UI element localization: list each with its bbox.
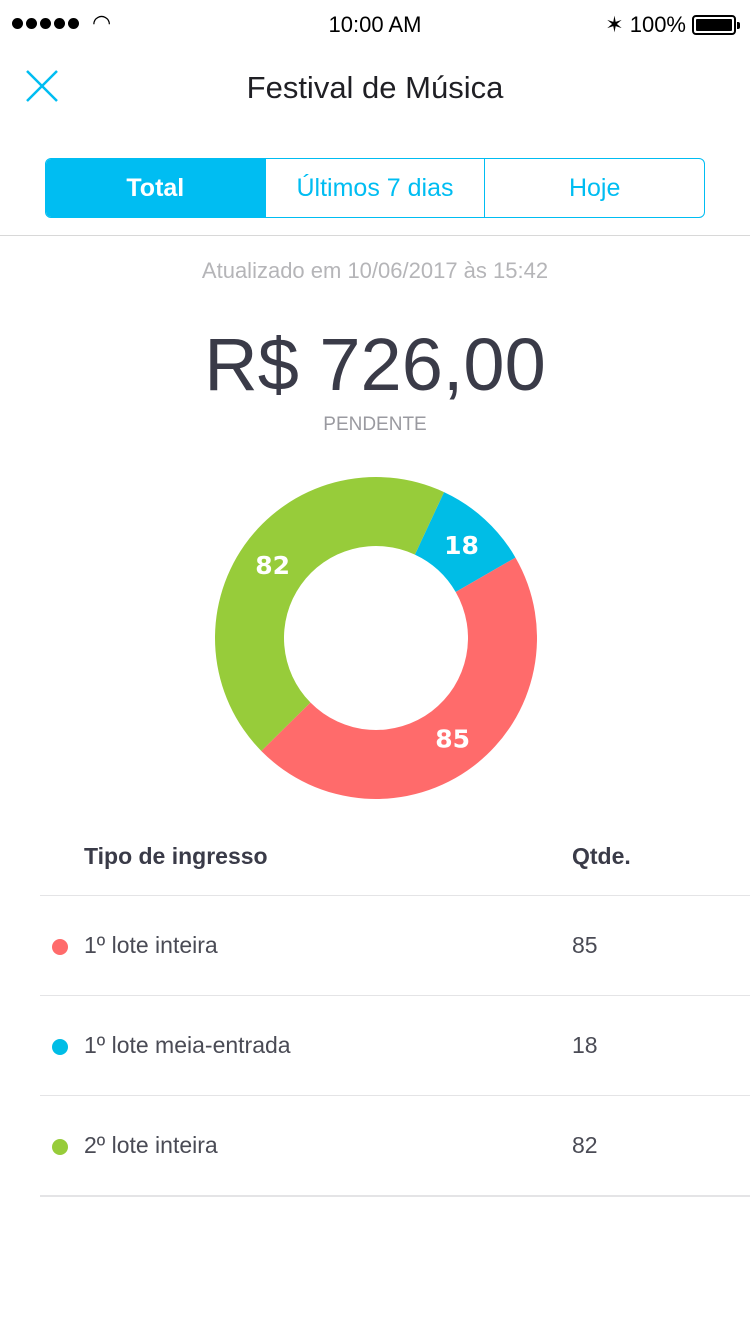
bluetooth-icon: ✶ <box>605 12 624 37</box>
ticket-type: 1º lote inteira <box>84 932 218 958</box>
legend-dot-icon <box>52 939 68 955</box>
donut-data-label: 18 <box>444 531 479 560</box>
nav-bar: Festival de Música <box>0 60 750 116</box>
donut-slice <box>414 492 516 593</box>
page-title: Festival de Música <box>246 70 504 105</box>
total-amount: R$ 726,00 <box>204 323 546 406</box>
column-header-qty: Qtde. <box>572 843 631 869</box>
legend-dot-icon <box>52 1139 68 1155</box>
ticket-qty: 82 <box>572 1132 598 1158</box>
donut-data-label: 85 <box>435 725 470 754</box>
column-header-type: Tipo de ingresso <box>84 843 268 869</box>
donut-data-label: 82 <box>255 551 290 580</box>
tab-total[interactable]: Total <box>46 159 265 217</box>
wifi-icon: ◠ <box>92 10 112 35</box>
donut-chart: 18 85 82 <box>215 477 537 799</box>
amount-status: PENDENTE <box>323 414 427 435</box>
close-icon[interactable] <box>24 68 60 104</box>
status-bar: ◠ 10:00 AM ✶ 100% <box>0 0 750 48</box>
table-row: 1º lote meia-entrada 18 <box>40 995 750 1095</box>
ticket-qty: 18 <box>572 1032 598 1058</box>
divider <box>0 235 750 236</box>
legend-dot-icon <box>52 1039 68 1055</box>
ticket-qty: 85 <box>572 932 598 958</box>
donut-slice <box>261 557 537 799</box>
period-segmented-control: Total Últimos 7 dias Hoje <box>45 158 705 218</box>
battery-percent: 100% <box>629 12 686 37</box>
status-time: 10:00 AM <box>328 12 422 37</box>
ticket-type: 1º lote meia-entrada <box>84 1032 291 1058</box>
battery-icon <box>692 15 740 35</box>
tab-today[interactable]: Hoje <box>484 159 704 217</box>
donut-slice <box>215 477 445 751</box>
signal-icon <box>12 18 79 29</box>
divider <box>40 1195 750 1197</box>
table-row: 1º lote inteira 85 <box>40 895 750 995</box>
ticket-type: 2º lote inteira <box>84 1132 218 1158</box>
table-row: 2º lote inteira 82 <box>40 1095 750 1195</box>
updated-timestamp: Atualizado em 10/06/2017 às 15:42 <box>201 258 549 283</box>
tab-last-7-days[interactable]: Últimos 7 dias <box>264 159 485 217</box>
